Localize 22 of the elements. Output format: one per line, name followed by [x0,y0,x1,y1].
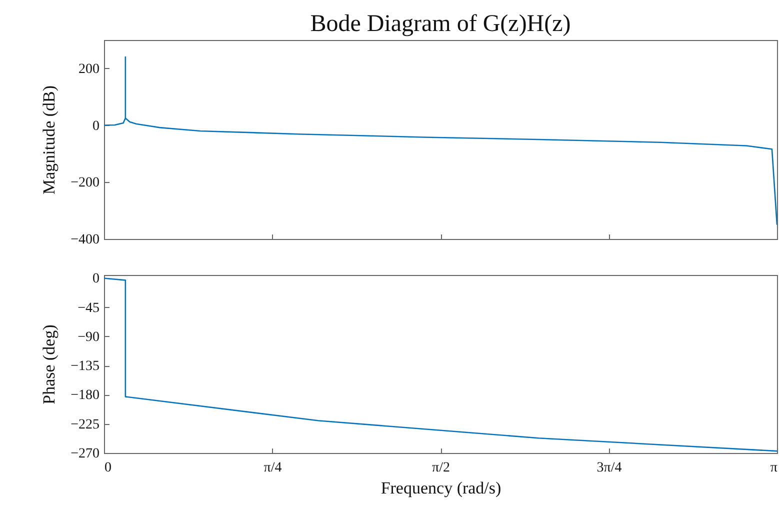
y-tick-label: 0 [92,118,100,134]
y-axis-title: Magnitude (dB) [40,85,59,195]
chart-title: Bode Diagram of G(z)H(z) [310,11,571,37]
y-tick-label: −200 [70,176,100,191]
y-tick-label: 200 [78,62,100,77]
y-tick-label: −135 [70,359,100,374]
y-tick-label: −400 [70,232,100,248]
y-tick-label: −45 [78,300,100,316]
y-tick-label: −270 [70,446,100,462]
x-tick-label: π/4 [264,460,282,476]
x-tick-label: 3π/4 [596,460,622,476]
line-series [104,278,777,452]
y-tick-label: −225 [70,417,100,432]
y-tick-label: −90 [78,330,100,345]
x-tick-label: π [770,460,778,476]
y-tick-label: −180 [70,388,100,404]
y-tick-label: 0 [92,272,100,287]
x-tick-label: 0 [104,460,112,476]
line-series [104,56,777,226]
x-axis-title: Frequency (rad/s) [380,478,502,498]
y-axis-title: Phase (deg) [40,324,59,404]
x-tick-label: π/2 [432,460,450,476]
